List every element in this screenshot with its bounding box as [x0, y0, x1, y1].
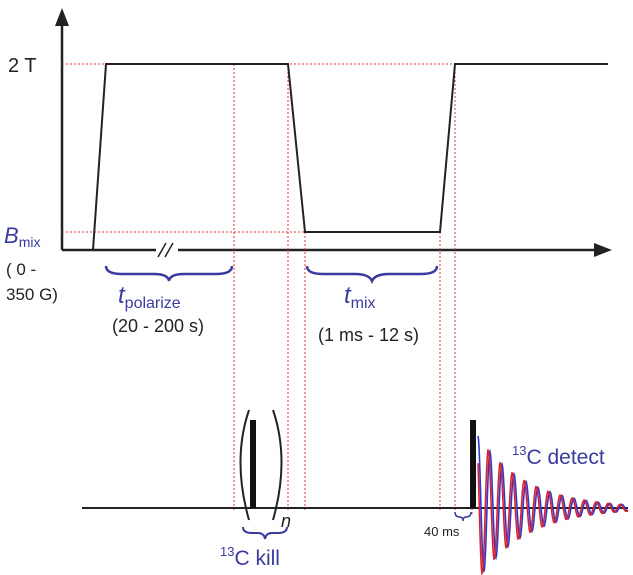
field-profile-line	[92, 63, 608, 251]
x-axis-arrow	[594, 243, 612, 257]
kill-left-paren	[239, 409, 250, 521]
brace-kill	[242, 526, 288, 540]
label-13c-detect-superscript: 13	[512, 443, 526, 458]
axis-break-mark-1	[157, 242, 167, 258]
axis-break-mark-2	[164, 242, 174, 258]
label-2T: 2 T	[8, 55, 37, 77]
brace-mix	[305, 265, 439, 285]
label-bmix-subscript: mix	[19, 234, 41, 250]
label-bmix-symbol: B	[4, 223, 19, 248]
brace-delay	[454, 511, 472, 522]
label-tpolarize-range: (20 - 200 s)	[112, 316, 204, 336]
kill-pulse	[250, 420, 256, 508]
label-13c-kill-text: C kill	[234, 547, 280, 570]
fid-trace-red	[477, 448, 629, 575]
brace-polarize	[104, 265, 234, 282]
label-13c-kill-superscript: 13	[220, 544, 234, 559]
label-n: n	[281, 511, 291, 531]
detect-pulse	[470, 420, 476, 508]
y-axis-arrow	[55, 8, 69, 26]
label-tmix-symbol: t	[344, 282, 352, 309]
label-tpolarize-symbol: t	[118, 282, 126, 309]
label-tmix-range: (1 ms - 12 s)	[318, 325, 419, 345]
label-40ms: 40 ms	[424, 524, 460, 539]
kill-right-paren	[272, 409, 283, 521]
label-tpolarize-subscript: polarize	[125, 295, 181, 312]
axis-break-gap	[156, 244, 178, 256]
label-bmix-range-1: ( 0 -	[6, 260, 36, 279]
label-13c-detect: 13C detect	[512, 443, 605, 469]
label-bmix-range-2: 350 G)	[6, 285, 58, 304]
label-13c-kill: 13C kill	[220, 544, 280, 570]
label-tmix-subscript: mix	[351, 295, 376, 312]
label-tpolarize: tpolarize	[118, 282, 181, 312]
label-tmix: tmix	[344, 282, 376, 312]
label-13c-detect-text: C detect	[526, 446, 604, 469]
label-bmix: Bmix	[4, 223, 40, 250]
